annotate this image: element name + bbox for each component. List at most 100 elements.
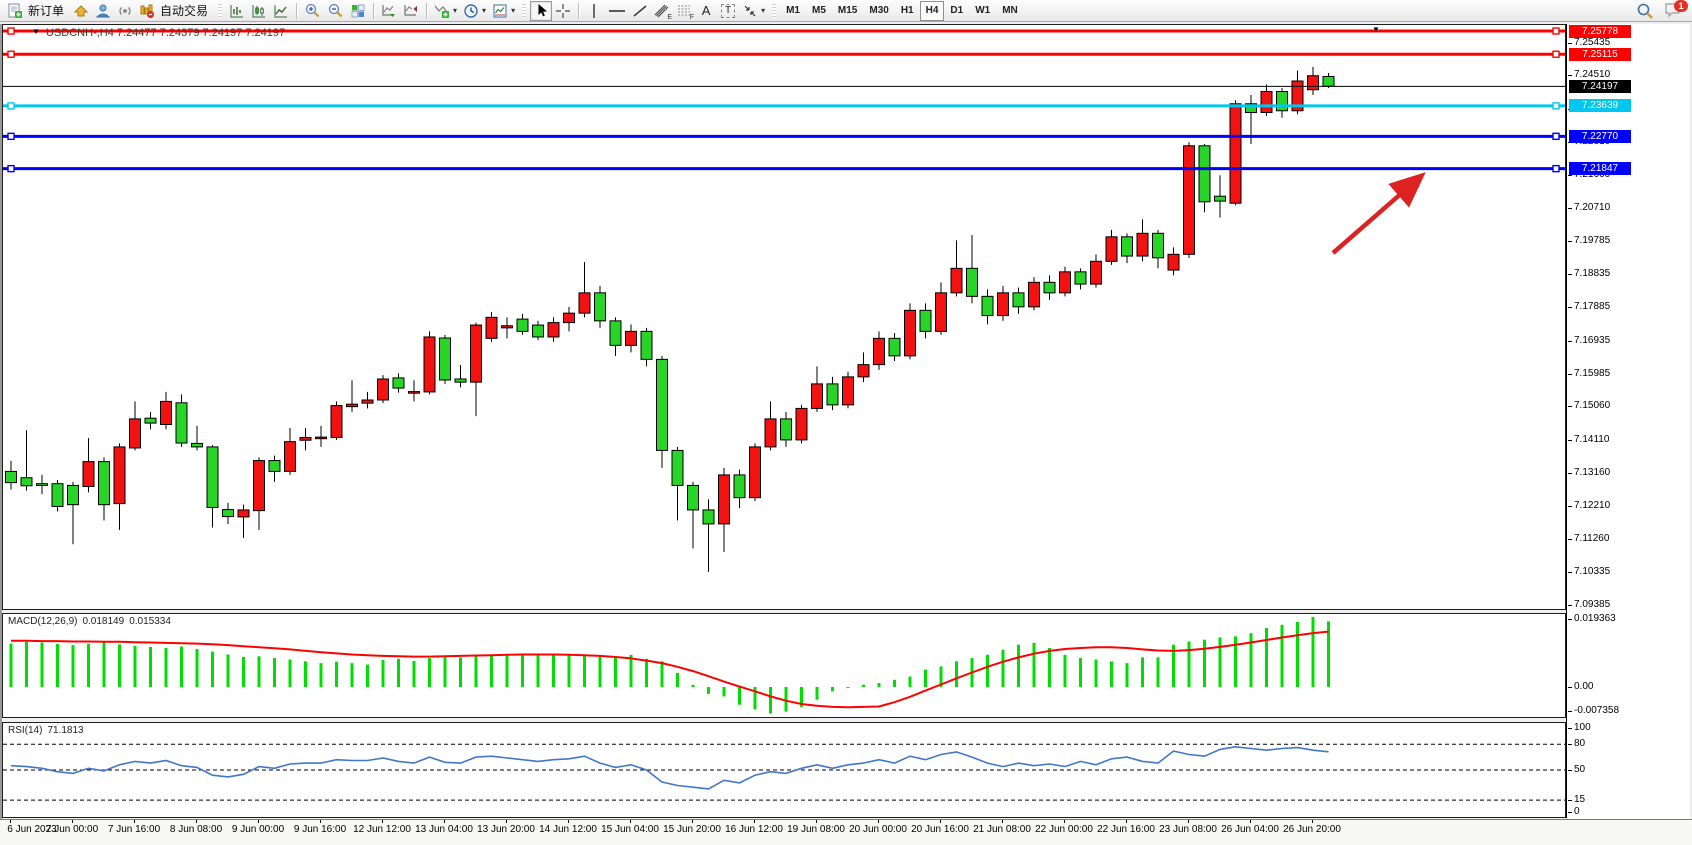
zoom-in-button[interactable] <box>301 1 324 21</box>
macd-histogram-bar <box>288 659 292 687</box>
label-tool-button[interactable]: T <box>717 1 739 21</box>
time-tick <box>134 820 135 823</box>
macd-pane[interactable]: MACD(12,26,9) 0.018149 0.015334 <box>2 613 1566 718</box>
vertical-line-tool-button[interactable] <box>583 1 605 21</box>
macd-histogram-bar <box>335 661 338 687</box>
zoom-out-button[interactable] <box>324 1 347 21</box>
bull-candle <box>1059 271 1071 294</box>
crosshair-tool-button[interactable] <box>552 1 574 21</box>
timeframe-h1[interactable]: H1 <box>900 5 914 16</box>
search-icon[interactable] <box>1636 2 1654 20</box>
time-tick <box>1126 820 1127 823</box>
price-tick: 7.16935 <box>1567 334 1611 346</box>
tile-windows-button[interactable] <box>347 1 369 21</box>
bear-candle <box>981 295 994 317</box>
time-label: 7 Jun 16:00 <box>107 824 161 835</box>
text-tool-button[interactable]: A <box>695 1 717 21</box>
price-axis[interactable]: 7.254357.245107.235607.226107.216607.207… <box>1567 24 1690 610</box>
timeframe-m15[interactable]: M15 <box>837 5 858 16</box>
timeframe-d1[interactable]: D1 <box>950 5 964 16</box>
macd-histogram-bar <box>1063 654 1067 687</box>
bear-candle <box>268 460 281 472</box>
templates-button[interactable]: ▾ <box>489 1 518 21</box>
signals-button[interactable] <box>114 1 136 21</box>
bear-candle <box>1074 271 1087 285</box>
bar-chart-button[interactable] <box>226 1 248 21</box>
time-tick <box>1250 820 1251 823</box>
auto-scroll-button[interactable] <box>378 1 400 21</box>
macd-histogram-bar <box>1125 663 1129 687</box>
new-order-icon <box>7 3 23 19</box>
timeframe-m30[interactable]: M30 <box>869 5 889 16</box>
templates-dropdown-arrow[interactable]: ▾ <box>511 6 516 15</box>
macd-histogram-bar <box>1265 628 1268 687</box>
channel-tool-button[interactable]: E <box>651 1 673 21</box>
bar-chart-icon <box>229 3 245 19</box>
trend-arrow-annotation[interactable] <box>1331 172 1426 255</box>
macd-histogram-bar <box>412 660 416 687</box>
timeframe-mn[interactable]: MN <box>1002 5 1018 16</box>
rsi-axis-label: 15 <box>1567 794 1586 806</box>
macd-histogram-bar <box>1017 644 1020 687</box>
new-order-label: 新订单 <box>28 4 65 18</box>
timeframe-h4[interactable]: H4 <box>919 0 945 21</box>
horizontal-line-tool-button[interactable] <box>605 1 629 21</box>
bull-candle <box>563 312 575 324</box>
time-tick <box>568 820 569 823</box>
community-button[interactable] <box>92 1 114 21</box>
cursor-tool-button[interactable] <box>530 0 553 21</box>
trendline-tool-button[interactable] <box>629 1 651 21</box>
macd-histogram-bar <box>319 663 323 687</box>
periods-button[interactable]: ▾ <box>460 1 489 21</box>
bull-candle <box>361 399 374 404</box>
scroll-to-end-marker[interactable]: ▼ <box>1372 25 1380 34</box>
macd-histogram-bar <box>986 654 989 687</box>
timeframe-w1[interactable]: W1 <box>975 5 991 16</box>
bull-candle <box>795 407 808 441</box>
vertical-line-icon <box>587 3 601 19</box>
timeframe-m5[interactable]: M5 <box>812 5 826 16</box>
arrow-tools-button[interactable]: ▾ <box>739 1 768 21</box>
fibonacci-tool-button[interactable]: F <box>673 1 695 21</box>
macd-histogram-bar <box>1032 642 1036 687</box>
bear-candle <box>888 337 901 357</box>
line-handle <box>1552 164 1560 173</box>
bull-candle <box>408 391 420 394</box>
bull-candle <box>1307 75 1319 91</box>
chart-shift-icon <box>403 3 419 19</box>
bull-candle <box>346 403 358 408</box>
price-tick: 7.10335 <box>1567 565 1611 577</box>
time-label: 13 Jun 04:00 <box>415 824 473 835</box>
candlestick-chart[interactable] <box>3 25 1565 609</box>
bear-candle <box>1012 292 1025 308</box>
candlestick-chart-icon <box>251 3 267 19</box>
chart-shift-button[interactable] <box>400 1 422 21</box>
time-label: 16 Jun 12:00 <box>725 824 783 835</box>
line-chart-button[interactable] <box>270 1 292 21</box>
periods-dropdown-arrow[interactable]: ▾ <box>482 6 487 15</box>
indicators-button[interactable]: ▾ <box>431 1 460 21</box>
rsi-axis-label: 80 <box>1567 738 1586 750</box>
macd-histogram-bar <box>366 664 369 687</box>
quotes-button[interactable] <box>70 1 92 21</box>
new-order-button[interactable]: 新订单 <box>4 1 70 21</box>
bear-candle <box>206 446 219 508</box>
time-axis[interactable]: 6 Jun 2023 7 Jun 00:00 7 Jun 16:00 8 Jun 08… <box>0 819 1692 845</box>
arrow-tools-dropdown-arrow[interactable]: ▾ <box>761 6 766 15</box>
bear-candle <box>1214 195 1226 202</box>
time-tick <box>1312 820 1313 823</box>
rsi-pane[interactable]: RSI(14) 71.1813 <box>2 722 1566 818</box>
toolbar-right: 1 <box>1636 0 1688 22</box>
chat-button[interactable]: 1 <box>1664 0 1688 21</box>
candlestick-chart-button[interactable] <box>248 1 270 21</box>
line-handle <box>7 50 15 58</box>
price-axis-line <box>1566 24 1567 818</box>
indicators-dropdown-arrow[interactable]: ▾ <box>453 6 458 15</box>
time-tick <box>258 820 259 823</box>
macd-histogram-bar <box>908 676 912 687</box>
bear-candle <box>222 509 234 518</box>
macd-histogram-bar <box>71 645 75 687</box>
timeframe-m1[interactable]: M1 <box>786 5 800 16</box>
autotrading-button[interactable]: 自动交易 <box>136 1 214 21</box>
main-chart-pane[interactable] <box>2 24 1566 610</box>
